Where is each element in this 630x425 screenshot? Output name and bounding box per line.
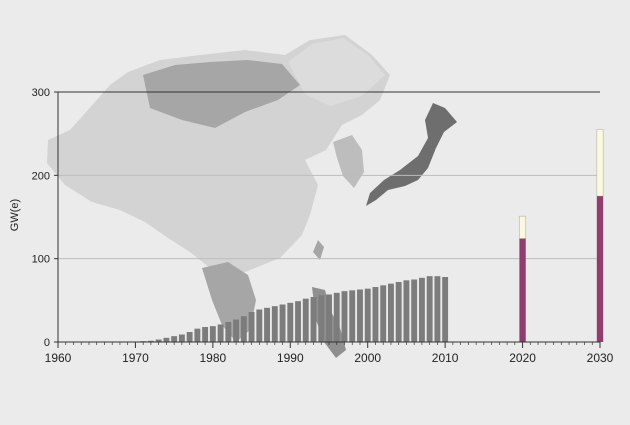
historical-bar — [334, 293, 340, 342]
x-tick-label: 2000 — [354, 351, 381, 365]
historical-bar — [171, 336, 177, 342]
historical-bar — [357, 290, 363, 343]
historical-bar — [342, 291, 348, 342]
historical-bars — [132, 276, 448, 342]
projection-low-bar — [519, 239, 525, 342]
historical-bar — [272, 306, 278, 342]
historical-bar — [434, 276, 440, 342]
y-tick-label: 0 — [44, 337, 50, 349]
historical-bar — [427, 276, 433, 342]
historical-bar — [256, 310, 262, 343]
x-tick-label: 2010 — [432, 351, 459, 365]
historical-bar — [411, 280, 417, 343]
historical-bar — [287, 303, 293, 342]
y-tick-label: 100 — [32, 254, 50, 266]
y-axis-label: GW(e) — [9, 199, 21, 231]
map-taiwan — [313, 240, 324, 260]
historical-bar — [249, 312, 255, 342]
projection-bars — [519, 130, 603, 343]
x-tick-label: 1970 — [122, 351, 149, 365]
historical-bar — [225, 322, 231, 342]
historical-bar — [380, 285, 386, 342]
historical-bar — [442, 277, 448, 342]
historical-bar — [318, 295, 324, 342]
historical-bar — [326, 295, 332, 343]
map-japan — [366, 103, 457, 206]
x-tick-label: 2020 — [509, 351, 536, 365]
historical-bar — [241, 316, 247, 342]
historical-bar — [311, 297, 317, 342]
historical-bar — [388, 284, 394, 342]
historical-bar — [280, 305, 286, 343]
historical-bar — [365, 289, 371, 342]
historical-bar — [202, 327, 208, 342]
historical-bar — [163, 338, 169, 342]
projection-low-bar — [597, 196, 603, 342]
x-tick-label: 2030 — [587, 351, 614, 365]
historical-bar — [187, 332, 193, 342]
historical-bar — [419, 278, 425, 342]
historical-bar — [194, 329, 200, 342]
historical-bar — [403, 280, 409, 342]
y-tick-label: 300 — [32, 87, 50, 99]
y-tick-label: 200 — [32, 170, 50, 182]
historical-bar — [210, 326, 216, 342]
x-tick-label: 1960 — [45, 351, 72, 365]
historical-bar — [396, 282, 402, 342]
historical-bar — [264, 308, 270, 342]
historical-bar — [218, 325, 224, 343]
historical-bar — [349, 290, 355, 342]
historical-bar — [373, 287, 379, 342]
map-korea — [333, 135, 364, 188]
historical-bar — [233, 320, 239, 343]
east-asia-map — [47, 35, 457, 358]
historical-bar — [295, 301, 301, 342]
x-tick-label: 1980 — [200, 351, 227, 365]
historical-bar — [303, 299, 309, 342]
x-tick-label: 1990 — [277, 351, 304, 365]
projection-high-bar — [519, 216, 525, 239]
projection-high-bar — [597, 130, 603, 197]
historical-bar — [179, 335, 185, 343]
